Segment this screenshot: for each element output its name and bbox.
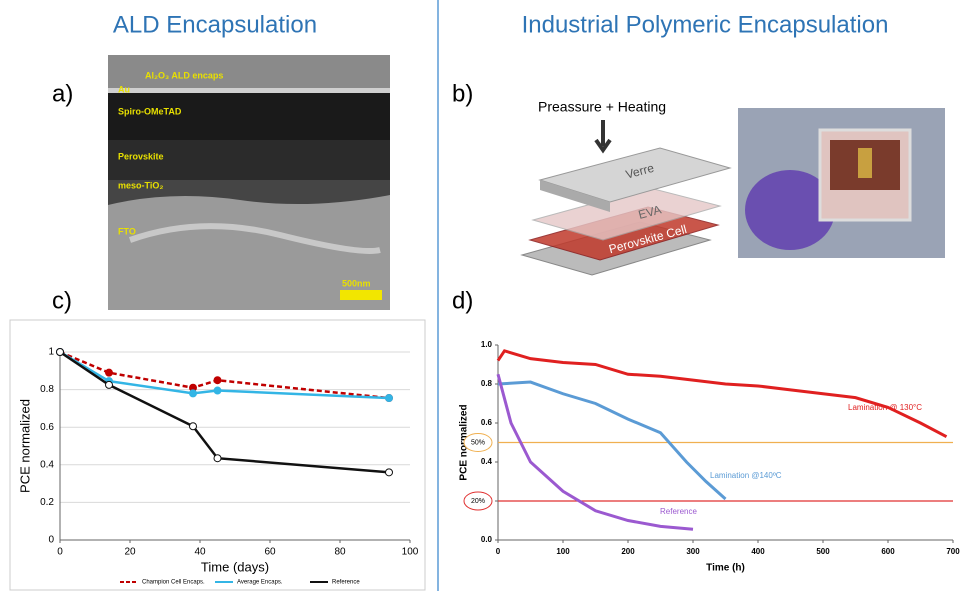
x-tick-label: 40 <box>194 547 206 558</box>
marker <box>190 423 197 430</box>
y-tick-label: 0.4 <box>481 457 493 466</box>
marker <box>214 377 221 384</box>
marker <box>190 390 197 397</box>
x-tick-label: 400 <box>751 547 765 556</box>
y-tick-label: 0 <box>48 535 54 546</box>
process-label: Preassure + Heating <box>538 99 666 115</box>
heading: Industrial Polymeric Encapsulation <box>522 11 889 38</box>
threshold-label: 20% <box>471 498 485 505</box>
x-tick-label: 600 <box>881 547 895 556</box>
series-line <box>498 374 693 529</box>
x-axis-label: Time (days) <box>201 559 269 574</box>
heading: ALD Encapsulation <box>113 11 317 38</box>
series-label: Lamination @140ºC <box>710 471 782 480</box>
x-tick-label: 0 <box>496 547 501 556</box>
marker <box>214 387 221 394</box>
arrow <box>596 120 610 150</box>
panel-label: c) <box>52 287 72 314</box>
y-tick-label: 0.2 <box>40 497 54 508</box>
sem-label: Al₂O₃ ALD encaps <box>145 70 223 80</box>
y-tick-label: 0.8 <box>481 379 493 388</box>
legend-label: Reference <box>332 580 360 586</box>
y-tick-label: 1.0 <box>481 340 493 349</box>
sem-label: Au <box>118 84 130 94</box>
y-tick-label: 0.6 <box>481 418 493 427</box>
legend-label: Champion Cell Encaps. <box>142 580 205 586</box>
panel-label: d) <box>452 287 473 314</box>
panel-label: b) <box>452 80 473 107</box>
sem-label: meso-TiO₂ <box>118 180 163 190</box>
marker <box>106 369 113 376</box>
x-tick-label: 80 <box>334 547 346 558</box>
series-label: Reference <box>660 507 697 516</box>
x-tick-label: 200 <box>621 547 635 556</box>
series-line <box>498 382 726 499</box>
threshold-label: 50% <box>471 439 485 446</box>
x-axis-label: Time (h) <box>706 563 745 574</box>
y-tick-label: 1 <box>48 347 54 358</box>
x-tick-label: 300 <box>686 547 700 556</box>
y-tick-label: 0.4 <box>40 459 54 470</box>
sem-label: FTO <box>118 226 136 236</box>
marker <box>57 349 64 356</box>
figure: ALD Encapsulation Industrial Polymeric E… <box>0 0 960 591</box>
x-tick-label: 500 <box>816 547 830 556</box>
marker <box>386 395 393 402</box>
y-tick-label: 0.0 <box>481 535 493 544</box>
y-tick-label: 0.6 <box>40 422 54 433</box>
sem-label: 500nm <box>342 278 371 288</box>
x-tick-label: 60 <box>264 547 276 558</box>
x-tick-label: 700 <box>946 547 960 556</box>
x-tick-label: 100 <box>556 547 570 556</box>
y-axis-label: PCE normalized <box>17 399 32 493</box>
x-tick-label: 20 <box>124 547 136 558</box>
sem-label: Spiro-OMeTAD <box>118 106 182 116</box>
legend-label: Average Encaps. <box>237 580 283 586</box>
sem-label: Perovskite <box>118 151 164 161</box>
x-tick-label: 100 <box>402 547 419 558</box>
marker <box>106 381 113 388</box>
marker <box>214 455 221 462</box>
y-tick-label: 0.8 <box>40 384 54 395</box>
marker <box>386 469 393 476</box>
series-label: Lamination @ 130°C <box>848 403 922 412</box>
photo <box>738 108 945 258</box>
x-tick-label: 0 <box>57 547 63 558</box>
panel-label: a) <box>52 80 73 107</box>
